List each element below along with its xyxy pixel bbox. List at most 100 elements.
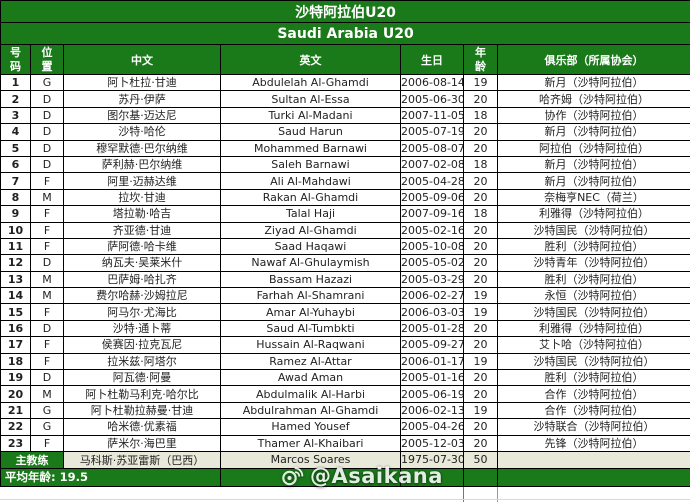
cell-position: F — [30, 221, 64, 239]
cell-club: 利雅得（沙特阿拉伯） — [496, 205, 690, 223]
title-row-cn: 沙特阿拉伯U20 — [0, 0, 690, 23]
cell-number: 15 — [0, 303, 31, 321]
cell-position: F — [30, 205, 64, 223]
cell-age: 19 — [463, 303, 498, 321]
cell-position: G — [30, 73, 64, 92]
cell-number: 1 — [0, 73, 31, 92]
cell-club: 新月（沙特阿拉伯） — [496, 172, 690, 190]
cell-name-cn: 阿里·迈赫达维 — [63, 172, 221, 190]
cell-name-cn: 侯赛因·拉克瓦尼 — [63, 336, 221, 354]
cell-number: 19 — [0, 369, 31, 387]
cell-number: 21 — [0, 401, 31, 420]
cell-name-cn: 齐亚德·甘迪 — [63, 221, 221, 239]
cell-position: D — [30, 155, 64, 174]
cell-birthday: 2006-02-27 — [400, 287, 464, 305]
cell-name-en: Awad Aman — [220, 369, 401, 387]
player-row: 22 G 哈米德·优素福 Hamed Yousef 2005-04-26 20 沙特联合（沙… — [0, 418, 690, 436]
cell-birthday: 2005-08-07 — [400, 139, 464, 157]
cell-number: 7 — [0, 172, 31, 190]
average-age-spacer — [496, 467, 690, 487]
cell-birthday: 2005-06-30 — [400, 90, 464, 108]
cell-birthday: 2005-02-16 — [400, 221, 464, 239]
cell-age: 20 — [463, 139, 498, 157]
average-age-spacer — [463, 467, 498, 487]
cell-name-cn: 阿瓦德·阿曼 — [63, 369, 221, 387]
player-row: 21 G 阿卜杜勒拉赫曼·甘迪 Abdulrahman Al-Ghamdi 2006-0… — [0, 401, 690, 420]
cell-age: 19 — [463, 352, 498, 371]
col-header-birthday: 生日 — [400, 44, 464, 75]
cell-birthday: 2005-09-27 — [400, 336, 464, 354]
cell-club: 合作（沙特阿拉伯） — [496, 385, 690, 403]
cell-name-en: Turki Al-Madani — [220, 106, 401, 125]
average-age-cell: 平均年龄: 19.5 — [0, 467, 221, 487]
cell-name-cn: 图尔基·迈达尼 — [63, 106, 221, 125]
cell-position: G — [30, 418, 64, 436]
cell-age: 18 — [463, 155, 498, 174]
player-row: 6 D 萨利赫·巴尔纳维 Saleh Barnawi 2007-02-08 18 新月（沙特… — [0, 155, 690, 174]
cell-birthday: 2005-12-03 — [400, 434, 464, 452]
cell-name-en: Abdulrahman Al-Ghamdi — [220, 401, 401, 420]
player-row: 1 G 阿卜杜拉·甘迪 Abdulelah Al-Ghamdi 2006-08-14 19… — [0, 73, 690, 92]
cell-club: 奈梅亨NEC（荷兰） — [496, 188, 690, 207]
cell-position: M — [30, 287, 64, 305]
col-header-name-en: 英文 — [220, 44, 401, 75]
cell-birthday: 2006-02-13 — [400, 401, 464, 420]
cell-number: 12 — [0, 254, 31, 272]
cell-name-en: Saleh Barnawi — [220, 155, 401, 174]
cell-name-en: Nawaf Al-Ghulaymish — [220, 254, 401, 272]
cell-birthday: 2005-07-19 — [400, 123, 464, 141]
cell-age: 20 — [463, 123, 498, 141]
cell-club: 哈齐姆（沙特阿拉伯） — [496, 90, 690, 108]
cell-club: 沙特国民（沙特阿拉伯） — [496, 221, 690, 239]
cell-name-cn: 苏丹·伊萨 — [63, 90, 221, 108]
coach-age: 50 — [463, 450, 498, 469]
cell-name-cn: 阿卜杜勒马利克·哈尔比 — [63, 385, 221, 403]
coach-name-en: Marcos Soares — [220, 450, 401, 469]
cell-club: 协作（沙特阿拉伯） — [496, 106, 690, 125]
cell-birthday: 2005-05-02 — [400, 254, 464, 272]
cell-name-en: Rakan Al-Ghamdi — [220, 188, 401, 207]
cell-birthday: 2005-09-06 — [400, 188, 464, 207]
cell-name-en: Abdulmalik Al-Harbi — [220, 385, 401, 403]
cell-name-en: Ziyad Al-Ghamdi — [220, 221, 401, 239]
cell-club: 新月（沙特阿拉伯） — [496, 155, 690, 174]
cell-birthday: 2007-11-05 — [400, 106, 464, 125]
cell-birthday: 2006-01-17 — [400, 352, 464, 371]
cell-age: 20 — [463, 188, 498, 207]
player-row: 19 D 阿瓦德·阿曼 Awad Aman 2005-01-16 20 胜利（沙特阿拉伯） — [0, 369, 690, 387]
cell-position: M — [30, 270, 64, 289]
player-row: 18 F 拉米兹·阿塔尔 Ramez Al-Attar 2006-01-17 19 沙特国民… — [0, 352, 690, 371]
cell-position: F — [30, 237, 64, 256]
player-row: 20 M 阿卜杜勒马利克·哈尔比 Abdulmalik Al-Harbi 2005-06… — [0, 385, 690, 403]
cell-position: D — [30, 106, 64, 125]
cell-age: 20 — [463, 434, 498, 452]
cell-position: F — [30, 352, 64, 371]
cell-name-cn: 拉坎·甘迪 — [63, 188, 221, 207]
player-row: 15 F 阿马尔·尤海比 Amar Al-Yuhaybi 2006-03-03 19 沙特国… — [0, 303, 690, 321]
cell-name-cn: 阿卜杜拉·甘迪 — [63, 73, 221, 92]
cell-age: 20 — [463, 270, 498, 289]
roster-table: 沙特阿拉伯U20 Saudi Arabia U20 号码 位置 中文 英文 生日… — [0, 0, 690, 487]
cell-number: 4 — [0, 123, 31, 141]
cell-club: 新月（沙特阿拉伯） — [496, 73, 690, 92]
player-row: 10 F 齐亚德·甘迪 Ziyad Al-Ghamdi 2005-02-16 20 沙特国民… — [0, 221, 690, 239]
cell-position: F — [30, 172, 64, 190]
cell-club: 沙特国民（沙特阿拉伯） — [496, 352, 690, 371]
cell-age: 20 — [463, 418, 498, 436]
cell-club: 沙特联合（沙特阿拉伯） — [496, 418, 690, 436]
cell-position: M — [30, 188, 64, 207]
bottom-strip — [0, 487, 690, 502]
cell-position: D — [30, 139, 64, 157]
coach-name-cn: 马科斯·苏亚雷斯（巴西） — [63, 450, 221, 469]
cell-name-en: Hamed Yousef — [220, 418, 401, 436]
player-row: 4 D 沙特·哈伦 Saud Harun 2005-07-19 20 新月（沙特阿拉伯） — [0, 123, 690, 141]
cell-age: 20 — [463, 319, 498, 338]
cell-name-cn: 沙特·通卜蒂 — [63, 319, 221, 338]
cell-name-cn: 萨米尔·海巴里 — [63, 434, 221, 452]
cell-birthday: 2005-01-16 — [400, 369, 464, 387]
player-row: 12 D 纳瓦夫·吴莱米什 Nawaf Al-Ghulaymish 2005-05-02… — [0, 254, 690, 272]
cell-name-cn: 哈米德·优素福 — [63, 418, 221, 436]
gridline-horizontal — [0, 499, 690, 500]
cell-birthday: 2007-02-08 — [400, 155, 464, 174]
